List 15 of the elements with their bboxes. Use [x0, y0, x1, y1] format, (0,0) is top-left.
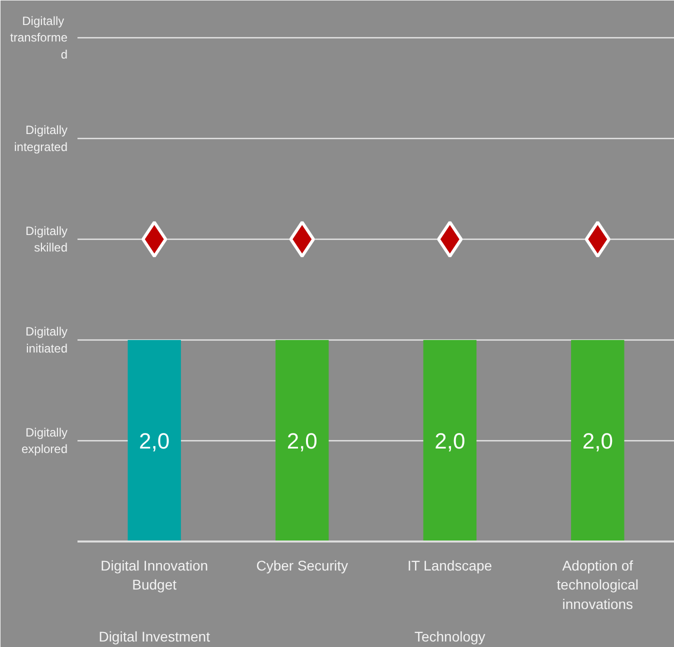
- data-label: 2,0: [434, 428, 466, 454]
- ref-line-label: Digitally initiated: [25, 324, 68, 356]
- data-label: 2,0: [139, 428, 170, 454]
- data-label: 2,0: [582, 428, 613, 454]
- ref-line-label: Digitally explored: [21, 425, 68, 456]
- ref-line-label: Digitally skilled: [25, 224, 68, 255]
- ref-line-label: Digitally integrated: [14, 123, 68, 154]
- text: Digital Investment: [98, 628, 210, 644]
- text: Technology: [414, 628, 486, 644]
- x-tick-label: IT Landscape: [407, 558, 492, 574]
- ref-line-label: Digitally transformed: [10, 14, 68, 62]
- x-tick-label: Cyber Security: [256, 558, 348, 574]
- x-tick-label: Digital Innovation Budget: [100, 558, 208, 593]
- data-label: 2,0: [286, 428, 318, 454]
- x-tick-label: Adoption of technological innovations: [556, 558, 639, 612]
